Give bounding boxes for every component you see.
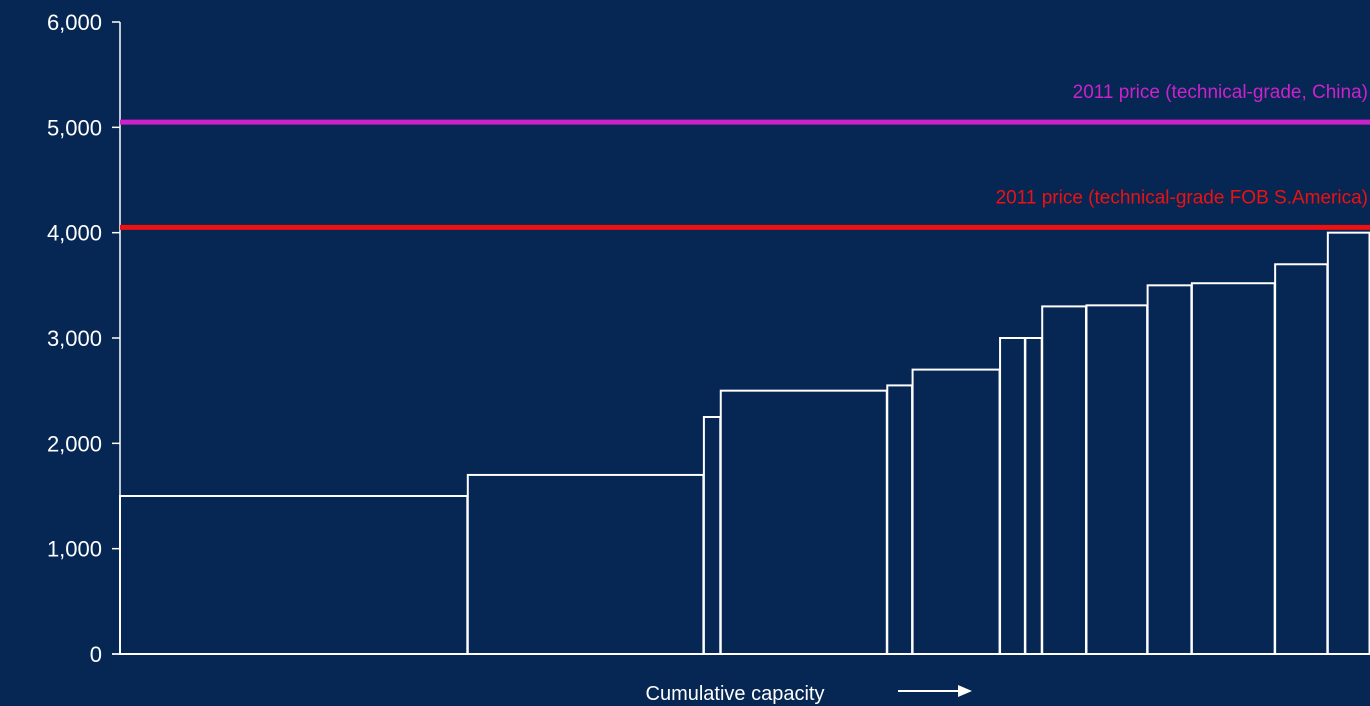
y-tick-label: 6,000 [47,10,102,35]
cost-bar [466,473,705,655]
cost-bar [719,389,888,655]
y-tick-label: 0 [90,642,102,667]
cost-bar [999,337,1026,655]
cost-bar [702,416,722,655]
cost-bar [119,495,469,655]
cost-bar [1146,284,1193,655]
cost-bar [1024,337,1043,655]
y-tick-label: 5,000 [47,115,102,140]
y-tick-label: 4,000 [47,221,102,246]
cost-bar [911,368,1001,655]
cost-bar [1190,282,1276,655]
cost-bar [1274,263,1329,655]
price-reference-label: 2011 price (technical-grade FOB S.Americ… [996,187,1368,208]
cost-bar [1326,231,1370,656]
cost-bar [886,384,914,655]
y-tick-label: 1,000 [47,537,102,562]
cost-bar [1041,305,1087,655]
right-arrow-icon [898,685,972,697]
y-tick-label: 3,000 [47,326,102,351]
y-axis: 0 1,000 2,000 3,000 4,000 5,000 6,000 [47,10,121,667]
x-axis: Cumulative capacity [112,653,1370,705]
price-reference-label: 2011 price (technical-grade, China) [1073,82,1368,103]
price-reference-lines: 2011 price (technical-grade, China) 2011 … [120,82,1370,230]
cost-curve-bars [119,231,1370,656]
y-tick-label: 2,000 [47,431,102,456]
cost-bar [1085,304,1149,655]
x-axis-title: Cumulative capacity [646,683,825,705]
